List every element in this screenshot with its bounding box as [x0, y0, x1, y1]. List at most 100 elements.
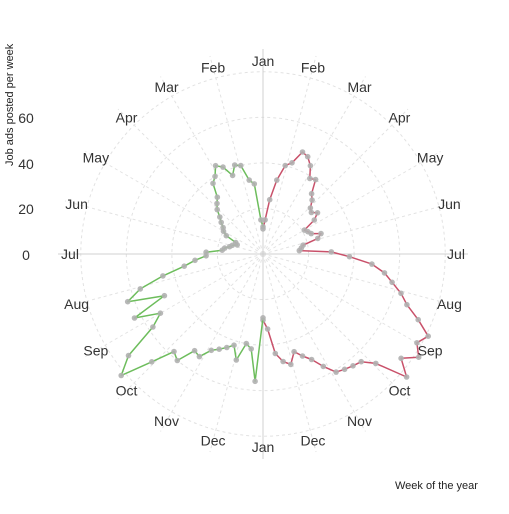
data-point: [251, 181, 258, 187]
data-point: [307, 175, 313, 182]
data-point: [160, 273, 166, 279]
data-point: [333, 369, 339, 375]
data-point: [307, 205, 314, 211]
data-point: [266, 196, 273, 203]
data-point: [234, 242, 240, 248]
grid-spoke: [209, 55, 264, 255]
y-tick-label: 0: [22, 247, 30, 263]
data-point: [309, 197, 315, 203]
month-tick-label: Feb: [201, 60, 225, 76]
data-point: [224, 344, 230, 351]
data-point: [137, 286, 144, 292]
data-point: [223, 232, 230, 239]
data-point: [212, 162, 219, 169]
data-point: [289, 160, 295, 166]
month-tick-label: Nov: [347, 413, 372, 429]
data-point: [161, 292, 168, 299]
grid-spoke: [160, 253, 264, 432]
month-tick-label: Apr: [389, 110, 411, 126]
data-point: [272, 350, 279, 357]
data-point: [231, 342, 237, 349]
month-tick-label: Dec: [300, 432, 325, 448]
data-point: [291, 348, 297, 355]
data-point: [262, 217, 268, 223]
data-point: [314, 210, 321, 216]
data-point: [181, 263, 187, 270]
data-point: [299, 353, 306, 359]
data-point: [350, 363, 356, 369]
month-tick-label: Jul: [447, 246, 465, 262]
data-point: [404, 301, 410, 308]
data-point: [196, 353, 203, 360]
data-point: [415, 354, 422, 361]
data-point: [246, 177, 252, 183]
data-point: [280, 358, 286, 365]
month-tick-label: May: [83, 150, 109, 166]
data-point: [243, 340, 250, 347]
data-point: [320, 363, 327, 370]
grid-spoke: [117, 253, 264, 400]
data-point: [403, 374, 410, 380]
month-tick-label: Dec: [201, 432, 226, 448]
data-point: [381, 270, 388, 276]
data-point: [369, 261, 375, 267]
month-tick-label: Mar: [347, 79, 371, 95]
data-point: [288, 361, 294, 368]
data-point: [358, 358, 365, 365]
data-point: [373, 360, 379, 367]
data-point: [118, 372, 124, 379]
data-point: [171, 348, 177, 355]
month-tick-label: Jul: [61, 246, 79, 262]
data-point: [315, 235, 321, 242]
data-point: [216, 346, 222, 353]
data-point: [341, 366, 348, 373]
data-point: [220, 228, 227, 234]
data-point: [308, 209, 315, 216]
grid-spoke: [64, 200, 264, 255]
data-point: [308, 356, 315, 363]
month-tick-label: Aug: [64, 296, 89, 312]
grid-spoke: [262, 253, 409, 400]
data-point: [231, 162, 238, 168]
data-point: [425, 333, 432, 340]
grid-spoke: [262, 76, 366, 255]
data-point: [157, 310, 164, 317]
grid-spoke: [209, 253, 264, 453]
data-point: [218, 219, 224, 226]
data-point: [217, 214, 223, 220]
data-point: [311, 217, 318, 223]
grid-spoke: [85, 253, 264, 357]
data-point: [124, 298, 131, 305]
grid-spoke: [262, 253, 317, 453]
grid-spoke: [262, 253, 441, 357]
data-point: [328, 249, 335, 255]
month-tick-label: Nov: [154, 413, 179, 429]
month-tick-label: Sep: [418, 343, 443, 359]
data-point: [203, 253, 209, 259]
month-tick-label: Jun: [438, 196, 461, 212]
data-point: [258, 217, 264, 223]
data-point: [212, 173, 218, 180]
grid-spoke: [160, 76, 264, 255]
month-tick-label: Jun: [65, 196, 88, 212]
data-point: [192, 257, 198, 264]
data-point: [191, 347, 198, 354]
data-point: [415, 316, 422, 323]
grid-spoke: [262, 108, 409, 255]
month-tick-label: Oct: [116, 382, 138, 398]
data-point: [308, 190, 315, 197]
data-point: [131, 315, 138, 321]
month-tick-label: Oct: [389, 382, 411, 398]
y-tick-label: 20: [18, 201, 34, 217]
month-tick-label: Sep: [83, 343, 108, 359]
grid-spoke: [262, 55, 317, 255]
data-point: [208, 347, 215, 354]
data-point: [304, 153, 311, 160]
grid-spoke: [262, 200, 462, 255]
grid-spoke: [262, 253, 462, 308]
series-layer: [118, 149, 432, 385]
y-tick-label: 40: [18, 156, 34, 172]
data-point: [414, 340, 420, 346]
data-point: [150, 324, 156, 330]
